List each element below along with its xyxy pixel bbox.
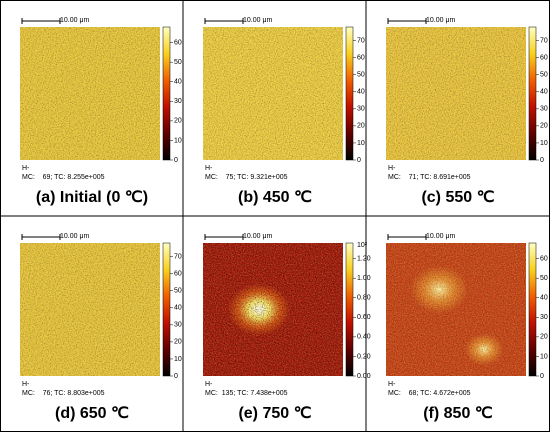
scale-bar-label: 10.00 μm (60, 233, 89, 240)
map-noise (20, 243, 160, 376)
colorbar (162, 242, 171, 377)
colorbar-tick-label: 10 (174, 356, 182, 363)
panel: 10.00 μm 0 10 20 30 40 50 60 70 H- MC: 76; TC: 8.8… (20, 233, 182, 422)
panel: 10.00 μm 0 10 20 30 40 50 60 70 H- MC: 71; TC: 8.6… (386, 17, 548, 206)
map-noise (386, 27, 526, 160)
h-label: H- (205, 381, 213, 388)
colorbar-tick-label: 10 (540, 353, 548, 360)
colorbar (528, 26, 537, 161)
h-label: H- (388, 165, 396, 172)
colorbar-tick-label: 50 (357, 72, 365, 79)
colorbar-tick-label: 60 (540, 55, 548, 62)
caption: (c) 550 ℃ (421, 189, 494, 206)
colorbar-tick-label: 60 (174, 271, 182, 278)
colorbar-tick-label: 10 (540, 140, 548, 147)
colorbar-tick-label: 50 (174, 59, 182, 66)
colorbar-tick-label: 50 (540, 275, 548, 282)
stats: MC: 71; TC: 8.691e+005 (388, 174, 471, 181)
colorbar-tick-label: 40 (540, 295, 548, 302)
colorbar-tick-label: 30 (174, 322, 182, 329)
colorbar (345, 26, 354, 161)
colorbar (528, 242, 537, 377)
h-label: H- (22, 165, 30, 172)
colorbar-tick-label: 0 (357, 157, 361, 164)
colorbar-tick-label: 30 (357, 106, 365, 113)
colorbar-tick-label: 70 (540, 37, 548, 44)
colorbar-tick-label: 1.00 (357, 275, 371, 282)
colorbar-tick-label: 40 (174, 305, 182, 312)
colorbar-tick-label: 60 (540, 255, 548, 262)
colorbar-tick-label: 30 (540, 314, 548, 321)
colorbar (345, 242, 354, 377)
stats: MC: 135; TC: 7.438e+005 (205, 390, 288, 397)
map-noise (386, 243, 526, 376)
caption: (e) 750 ℃ (238, 405, 311, 422)
scale-bar-label: 10.00 μm (243, 17, 272, 24)
colorbar-tick-label: 70 (357, 37, 365, 44)
colorbar-tick-label: 20 (174, 339, 182, 346)
colorbar-tick-label: 0.20 (357, 353, 371, 360)
panel: 10.00 μm 0.00 0.20 0.40 0.60 0.80 1.00 1.20 10² H… (203, 233, 371, 422)
scale-bar-label: 10.00 μm (243, 233, 272, 240)
colorbar-tick-label: 10 (174, 137, 182, 144)
stats: MC: 76; TC: 8.803e+005 (22, 390, 105, 397)
map-noise (203, 27, 343, 160)
h-label: H- (22, 381, 30, 388)
panel: 10.00 μm 0 10 20 30 40 50 60 70 H- MC: 75; TC: 9.3… (203, 17, 365, 206)
colorbar-tick-label: 1.20 (357, 255, 371, 262)
colorbar-tick-label: 60 (357, 55, 365, 62)
panel: 10.00 μm 0 10 20 30 40 50 60 H- MC: 69; TC: 8.255… (20, 17, 182, 206)
scale-bar-label: 10.00 μm (60, 17, 89, 24)
colorbar-tick-label: 30 (540, 106, 548, 113)
h-label: H- (205, 165, 213, 172)
map-noise (20, 27, 160, 160)
colorbar-tick-label: 60 (174, 39, 182, 46)
colorbar-tick-label: 50 (174, 288, 182, 295)
caption: (d) 650 ℃ (55, 405, 129, 422)
stats: MC: 69; TC: 8.255e+005 (22, 174, 105, 181)
colorbar-tick-label: 50 (540, 72, 548, 79)
colorbar-exponent: 10² (357, 242, 368, 249)
colorbar-tick-label: 40 (174, 79, 182, 86)
colorbar-tick-label: 0.40 (357, 334, 371, 341)
colorbar-tick-label: 20 (540, 123, 548, 130)
colorbar-tick-label: 30 (174, 98, 182, 105)
stats: MC: 68; TC: 4.672e+005 (388, 390, 471, 397)
colorbar-tick-label: 20 (357, 123, 365, 130)
colorbar-tick-label: 0 (174, 373, 178, 380)
colorbar-tick-label: 0.80 (357, 295, 371, 302)
panel: 10.00 μm 0 10 20 30 40 50 60 H- MC: 68; TC: 4.672… (386, 233, 548, 422)
colorbar-tick-label: 10 (357, 140, 365, 147)
colorbar-tick-label: 40 (540, 89, 548, 96)
h-label: H- (388, 381, 396, 388)
colorbar-tick-label: 70 (174, 253, 182, 260)
caption: (a) Initial (0 ℃) (36, 189, 148, 206)
map-noise (203, 243, 343, 376)
colorbar-tick-label: 0 (540, 157, 544, 164)
colorbar-tick-label: 0.00 (357, 373, 371, 380)
caption: (b) 450 ℃ (238, 189, 312, 206)
scale-bar-label: 10.00 μm (426, 17, 455, 24)
colorbar (162, 26, 171, 161)
colorbar-tick-label: 20 (540, 334, 548, 341)
colorbar-tick-label: 40 (357, 89, 365, 96)
colorbar-tick-label: 0 (540, 373, 544, 380)
colorbar-tick-label: 0 (174, 157, 178, 164)
colorbar-tick-label: 0.60 (357, 314, 371, 321)
scale-bar-label: 10.00 μm (426, 233, 455, 240)
stats: MC: 75; TC: 9.321e+005 (205, 174, 288, 181)
caption: (f) 850 ℃ (423, 405, 493, 422)
colorbar-tick-label: 20 (174, 118, 182, 125)
